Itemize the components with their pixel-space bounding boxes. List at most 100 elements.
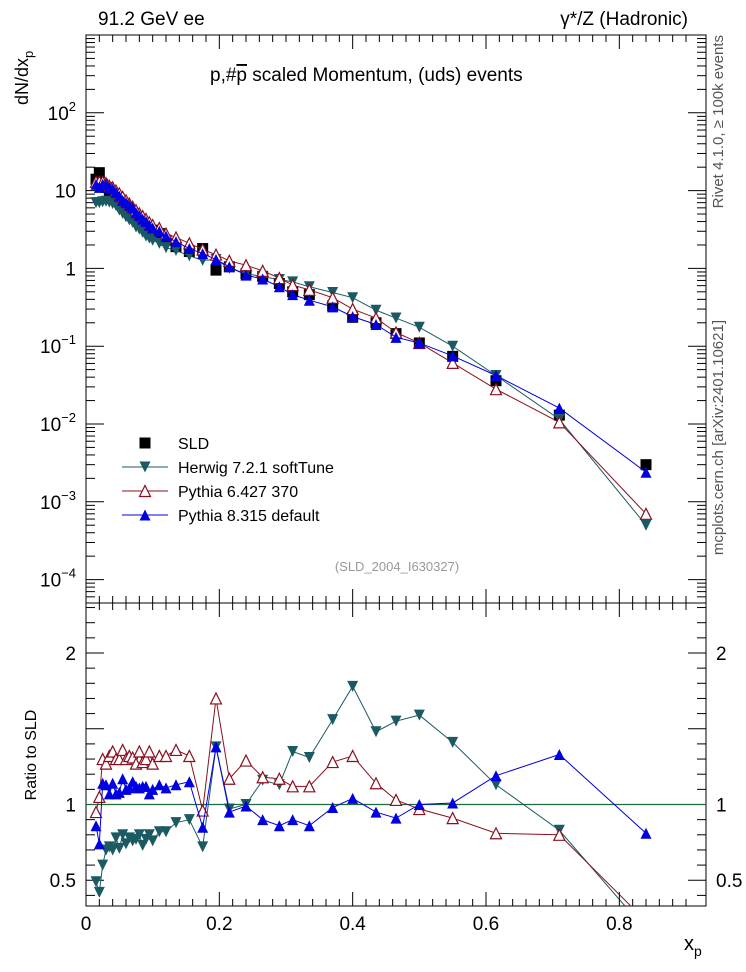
ratio-point-pythia6 <box>159 749 173 763</box>
header-right: γ*/Z (Hadronic) <box>560 9 688 30</box>
ratio-point-pythia6 <box>132 744 146 758</box>
main-point-pythia8 <box>553 402 565 414</box>
ratio-point-pythia8 <box>210 741 222 753</box>
ratio-point-pythia8 <box>490 770 502 782</box>
ratio-point-pythia6 <box>99 756 113 770</box>
main-y-tick-base: 10 <box>55 182 76 203</box>
main-point-pythia8 <box>390 331 402 343</box>
main-point-pythia8 <box>183 243 195 255</box>
main-point-pythia8 <box>223 261 235 273</box>
main-y-tick-base: 10 <box>40 415 61 436</box>
ratio-point-pythia6 <box>552 827 566 841</box>
main-point-pythia8 <box>370 319 382 331</box>
ratio-point-pythia8 <box>327 802 339 814</box>
ratio-point-pythia8 <box>93 838 105 850</box>
ratio-point-herwig <box>197 841 209 853</box>
ratio-point-pythia8 <box>223 806 235 818</box>
main-line-pythia8 <box>95 183 647 473</box>
main-point-herwig <box>640 519 652 531</box>
main-point-herwig <box>370 304 382 316</box>
ratio-point-pythia8 <box>347 792 359 804</box>
ratio-point-herwig <box>303 752 315 764</box>
ratio-point-pythia8 <box>413 798 425 810</box>
main-point-herwig <box>390 312 402 324</box>
ratio-panel-frame <box>85 602 707 907</box>
ratio-point-pythia6 <box>222 771 236 785</box>
ratio-y-tick-label: 2 <box>65 644 76 665</box>
main-point-pythia8 <box>273 281 285 293</box>
main-point-sld <box>640 459 652 471</box>
main-y-tick-base: 10 <box>40 571 61 592</box>
x-axis-label: xp <box>684 933 702 959</box>
main-y-tick-exp: 2 <box>69 99 76 114</box>
ratio-point-pythia6 <box>169 743 183 757</box>
ratio-y-label: Ratio to SLD <box>23 710 40 801</box>
ratio-point-pythia6 <box>146 756 160 770</box>
analysis-id: (SLD_2004_I630327) <box>335 559 459 574</box>
main-point-pythia6 <box>489 382 503 396</box>
x-ticks: 0 0.2 0.4 0.6 0.8 <box>81 35 687 935</box>
legend-label-pythia6: Pythia 6.427 370 <box>178 484 298 501</box>
ratio-point-herwig <box>390 715 402 727</box>
ratio-point-herwig <box>490 779 502 791</box>
main-point-pythia8 <box>147 222 159 234</box>
ratio-point-pythia6 <box>92 790 106 804</box>
legend-marker-pythia6 <box>138 484 152 498</box>
main-title-part1: p,# <box>210 65 237 86</box>
main-point-pythia8 <box>303 294 315 306</box>
ratio-point-pythia8 <box>197 821 209 833</box>
main-title-pbar: p <box>236 65 247 86</box>
main-y-tick-label: 10 <box>55 182 76 203</box>
main-y-tick-base: 10 <box>40 337 61 358</box>
x-axis-label-text: x <box>684 933 694 955</box>
ratio-point-pythia8 <box>447 797 459 809</box>
main-point-herwig <box>160 242 172 254</box>
main-point-herwig <box>170 244 182 256</box>
main-y-tick-base: 10 <box>40 493 61 514</box>
main-y-tick-base: 10 <box>48 104 69 125</box>
ratio-line-pythia8 <box>95 746 647 844</box>
ratio-point-pythia8 <box>370 806 382 818</box>
ratio-y-tick-label: 0.5 <box>50 871 76 892</box>
ratio-y-tick-label-right: 0.5 <box>716 871 742 892</box>
ratio-point-pythia8 <box>153 779 165 791</box>
legend-marker-sld <box>139 437 151 449</box>
main-y-tick-label: 102 <box>48 99 76 125</box>
ratio-point-pythia8 <box>107 777 119 789</box>
ratio-point-herwig <box>143 829 155 841</box>
x-tick-label: 0 <box>81 914 92 935</box>
x-tick-label: 0.8 <box>606 914 632 935</box>
main-title: p,#p scaled Momentum, (uds) events <box>210 65 523 86</box>
x-tick-label: 0.2 <box>206 914 232 935</box>
main-point-pythia8 <box>447 350 459 362</box>
mcplots-label: mcplots.cern.ch [arXiv:2401.10621] <box>710 320 727 555</box>
main-point-pythia8 <box>640 466 652 478</box>
main-y-tick-exp: −4 <box>61 566 76 581</box>
ratio-point-pythia6 <box>489 826 503 840</box>
x-axis-label-sub: p <box>694 943 702 959</box>
ratio-point-herwig <box>133 829 145 841</box>
ratio-point-pythia6 <box>239 753 253 767</box>
ratio-point-pythia6 <box>142 744 156 758</box>
ratio-point-pythia8 <box>147 783 159 795</box>
ratio-point-herwig <box>170 817 182 829</box>
ratio-point-herwig <box>97 859 109 871</box>
ratio-point-pythia6 <box>116 743 130 757</box>
ratio-point-pythia6 <box>302 779 316 793</box>
main-point-pythia8 <box>153 225 165 237</box>
ratio-point-herwig <box>147 835 159 847</box>
ratio-point-pythia8 <box>553 749 565 760</box>
main-y-label: dN/dxp <box>12 51 36 105</box>
ratio-point-pythia6 <box>446 811 460 825</box>
ratio-point-pythia6 <box>272 771 286 785</box>
ratio-y-tick-label: 1 <box>65 795 76 816</box>
ratio-point-herwig <box>90 876 102 888</box>
legend-label-sld: SLD <box>178 436 209 453</box>
ratio-point-herwig <box>110 832 122 844</box>
ratio-point-pythia8 <box>160 782 172 794</box>
main-y-tick-label: 10−2 <box>40 410 76 436</box>
main-point-pythia6 <box>639 506 653 520</box>
main-y-tick-label: 1 <box>65 259 76 280</box>
main-point-pythia8 <box>197 248 209 260</box>
